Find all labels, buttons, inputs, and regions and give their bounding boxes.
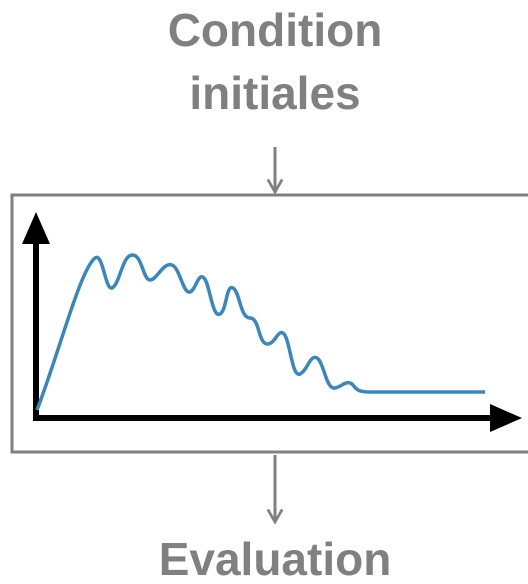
x-axis-head: [490, 404, 522, 432]
y-axis-head: [22, 212, 50, 244]
input-line: initiales: [189, 67, 360, 119]
curve: [35, 253, 485, 411]
input-line: Condition: [168, 4, 383, 56]
process-box: [10, 193, 528, 454]
output-label: Evaluation: [159, 533, 392, 584]
